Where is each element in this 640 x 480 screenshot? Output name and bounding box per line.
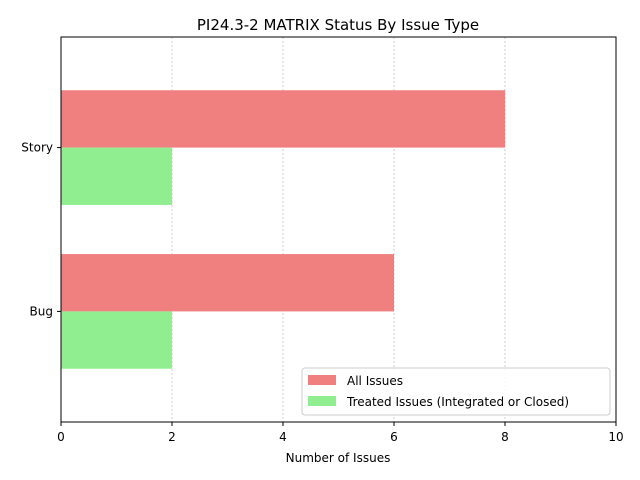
legend-label-treated-issues: Treated Issues (Integrated or Closed) (346, 395, 569, 409)
bars (61, 90, 505, 369)
bar-story-treated-issues (61, 147, 172, 205)
plot-frame (60, 36, 617, 423)
y-tick-label: Bug (30, 304, 53, 318)
x-tick-label: 2 (168, 430, 176, 444)
x-axis-label: Number of Issues (286, 451, 391, 465)
legend-swatch-all-issues (308, 375, 336, 385)
legend-box (301, 367, 611, 416)
x-axis-ticks: 0 2 4 6 8 10 (57, 422, 624, 444)
legend: All Issues Treated Issues (Integrated or… (301, 367, 611, 416)
bar-bug-treated-issues (61, 311, 172, 369)
y-axis-ticks: Bug Story (21, 141, 61, 318)
bar-story-all-issues (61, 90, 505, 148)
x-tick-label: 4 (279, 430, 287, 444)
x-tick-label: 0 (57, 430, 65, 444)
y-tick-label: Story (21, 141, 53, 155)
x-tick-label: 10 (608, 430, 623, 444)
chart-title: PI24.3-2 MATRIX Status By Issue Type (197, 16, 479, 34)
bar-bug-all-issues (61, 254, 394, 312)
legend-swatch-treated-issues (308, 396, 336, 406)
x-tick-label: 6 (390, 430, 398, 444)
x-tick-label: 8 (501, 430, 509, 444)
legend-label-all-issues: All Issues (347, 374, 403, 388)
